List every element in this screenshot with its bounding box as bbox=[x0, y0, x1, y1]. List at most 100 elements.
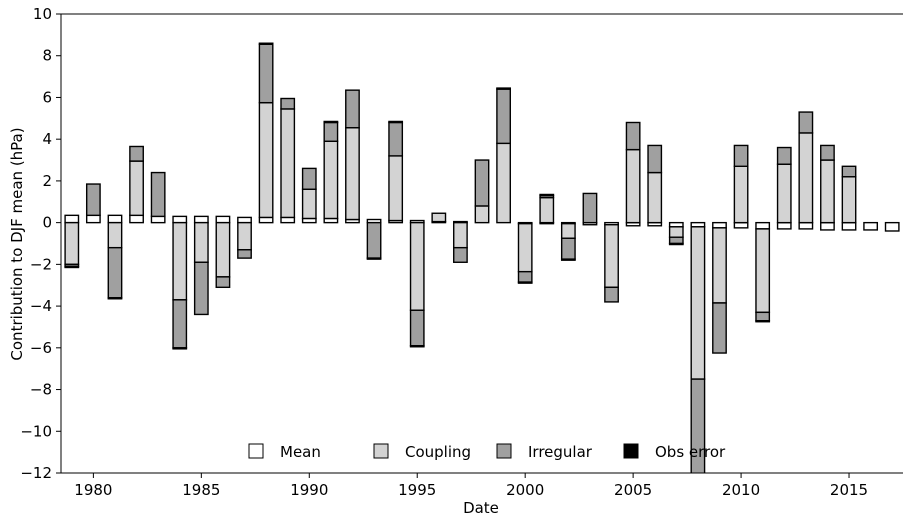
bar-mean-1983 bbox=[150, 215, 166, 224]
bar-irregular-2000 bbox=[517, 270, 533, 283]
bar-irregular-2015 bbox=[841, 165, 857, 178]
bar-mean-1986 bbox=[215, 215, 231, 224]
bar-mean-2015 bbox=[841, 221, 857, 231]
bar-irregular-1980 bbox=[85, 183, 101, 217]
bar-coupling-1986 bbox=[215, 221, 231, 278]
bar-coupling-2012 bbox=[776, 163, 792, 224]
bar-coupling-1998 bbox=[474, 205, 490, 224]
bar-irregular-1982 bbox=[129, 145, 144, 162]
bar-irregular-1983 bbox=[150, 171, 166, 218]
bar-irregular-2003 bbox=[582, 192, 598, 224]
bar-obs-error-1984 bbox=[172, 347, 188, 350]
bar-coupling-1982 bbox=[129, 160, 144, 217]
legend-swatch bbox=[373, 443, 389, 459]
bar-obs-error-2008 bbox=[691, 494, 704, 495]
bar-irregular-2005 bbox=[625, 121, 641, 151]
legend-label: Obs error bbox=[655, 443, 726, 461]
x-tick-label: 2010 bbox=[722, 481, 760, 499]
legend-swatch bbox=[248, 443, 264, 459]
bar-coupling-1979 bbox=[64, 221, 80, 266]
bar-coupling-1989 bbox=[280, 108, 296, 219]
bar-coupling-2011 bbox=[755, 228, 771, 314]
x-tick-label: 1990 bbox=[290, 481, 328, 499]
bar-irregular-1984 bbox=[172, 299, 188, 349]
legend-label: Irregular bbox=[528, 443, 593, 461]
x-tick-label: 2005 bbox=[614, 481, 652, 499]
bar-coupling-1987 bbox=[237, 221, 252, 251]
bar-irregular-1999 bbox=[496, 88, 511, 145]
legend-label: Coupling bbox=[405, 443, 471, 461]
bar-mean-1985 bbox=[193, 215, 209, 224]
y-tick-label: 10 bbox=[33, 5, 52, 23]
bar-obs-error-2001 bbox=[539, 193, 555, 197]
bar-irregular-1995 bbox=[409, 309, 425, 347]
bar-obs-error-1993 bbox=[366, 257, 382, 260]
bar-coupling-1999 bbox=[496, 142, 511, 224]
bar-irregular-1986 bbox=[215, 276, 231, 289]
bar-irregular-1992 bbox=[345, 89, 360, 129]
bar-irregular-2006 bbox=[647, 144, 663, 174]
bar-irregular-2009 bbox=[712, 302, 727, 354]
bar-mean-2016 bbox=[863, 221, 879, 231]
x-axis-label: Date bbox=[463, 499, 499, 515]
y-tick-label: −6 bbox=[30, 339, 52, 357]
y-tick-label: −4 bbox=[30, 297, 52, 315]
legend-entry-coupling: Coupling bbox=[373, 443, 471, 461]
bar-coupling-1981 bbox=[107, 221, 123, 249]
bar-irregular-1993 bbox=[366, 221, 382, 259]
axes-layer: −12 −10 −8 −6 −4 −2 0 2 4 6 8 10 1980 1985 1990 1995 200… bbox=[20, 5, 903, 499]
bar-irregular-2014 bbox=[820, 144, 835, 161]
x-tick-label: 1985 bbox=[182, 481, 220, 499]
bar-coupling-1997 bbox=[453, 221, 468, 249]
bar-irregular-2008 bbox=[690, 378, 706, 473]
bar-irregular-2007 bbox=[668, 236, 684, 245]
legend-swatch bbox=[623, 443, 639, 459]
y-tick-label: −10 bbox=[20, 422, 52, 440]
bar-coupling-1984 bbox=[172, 221, 188, 301]
x-tick-label: 2015 bbox=[830, 481, 868, 499]
bar-coupling-1996 bbox=[431, 212, 447, 223]
bar-coupling-1988 bbox=[258, 101, 274, 219]
bar-irregular-1981 bbox=[107, 246, 123, 299]
bar-mean-2011 bbox=[755, 221, 771, 230]
y-tick-label: 4 bbox=[42, 130, 52, 148]
bar-obs-error-1981 bbox=[107, 297, 123, 300]
bar-mean-1981 bbox=[107, 214, 123, 224]
x-tick-label: 1980 bbox=[74, 481, 112, 499]
bar-coupling-2008 bbox=[690, 226, 706, 380]
y-tick-label: −8 bbox=[30, 381, 52, 399]
y-tick-label: 2 bbox=[42, 172, 52, 190]
bar-coupling-2006 bbox=[647, 171, 663, 224]
legend-entry-irregular: Irregular bbox=[496, 443, 593, 461]
bar-mean-1989 bbox=[280, 216, 296, 224]
bar-irregular-2011 bbox=[755, 311, 771, 322]
bar-coupling-1994 bbox=[388, 155, 404, 222]
bar-coupling-1992 bbox=[345, 127, 360, 221]
y-tick-label: −12 bbox=[20, 464, 52, 482]
bar-coupling-1991 bbox=[323, 140, 339, 220]
legend-entry-mean: Mean bbox=[248, 443, 321, 461]
x-tick-label: 2000 bbox=[506, 481, 544, 499]
bar-coupling-2013 bbox=[798, 132, 814, 224]
bar-mean-2017 bbox=[884, 221, 900, 232]
bar-coupling-1985 bbox=[193, 221, 209, 263]
bar-irregular-2010 bbox=[733, 144, 749, 168]
bar-irregular-1989 bbox=[280, 97, 296, 110]
bars-layer bbox=[64, 42, 900, 495]
legend-swatch bbox=[496, 443, 512, 459]
bar-irregular-2002 bbox=[560, 237, 576, 260]
bar-obs-error-1988 bbox=[258, 42, 274, 45]
bar-coupling-2014 bbox=[820, 159, 835, 224]
y-tick-label: 0 bbox=[42, 214, 52, 232]
bar-irregular-2012 bbox=[776, 146, 792, 165]
bar-irregular-1987 bbox=[237, 249, 252, 259]
bar-coupling-1995 bbox=[409, 221, 425, 311]
legend-label: Mean bbox=[280, 443, 321, 461]
bar-coupling-2010 bbox=[733, 165, 749, 224]
bar-mean-2013 bbox=[798, 221, 814, 230]
y-tick-label: 8 bbox=[42, 47, 52, 65]
bar-mean-1979 bbox=[64, 214, 80, 224]
bar-mean-2014 bbox=[820, 221, 835, 231]
